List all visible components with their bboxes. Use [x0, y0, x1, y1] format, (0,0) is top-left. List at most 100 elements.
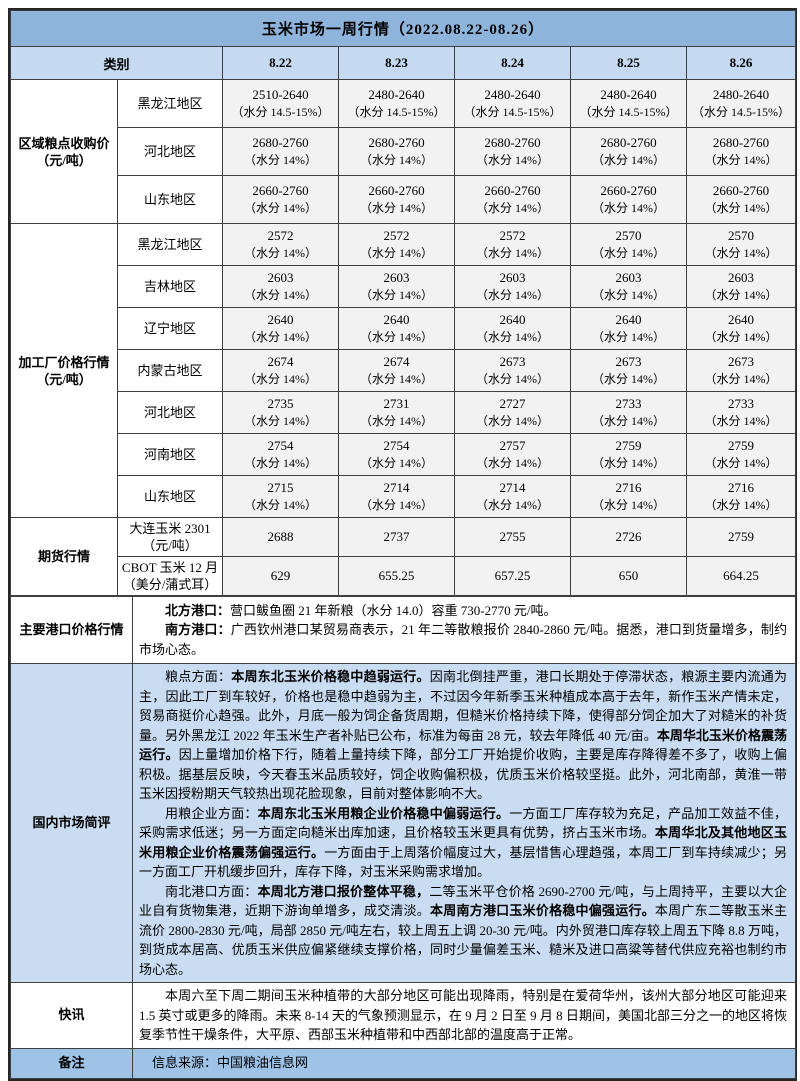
date-header-row: 类别 8.22 8.23 8.24 8.25 8.26	[10, 46, 797, 80]
region-label: 山东地区	[117, 475, 223, 518]
date-header: 8.26	[685, 46, 797, 80]
price-cell: 2735 （水分 14%）	[222, 391, 339, 434]
futures-price-cell: 655.25	[338, 556, 455, 596]
price-cell: 2714 （水分 14%）	[454, 475, 571, 518]
title-row: 玉米市场一周行情（2022.08.22-08.26）	[9, 10, 797, 47]
price-cell: 2480-2640 （水分 14.5-15%）	[570, 79, 687, 128]
price-cell: 2680-2760 （水分 14%）	[222, 127, 339, 176]
page: 玉米市场一周行情（2022.08.22-08.26） 类别 8.22 8.23 …	[8, 8, 797, 1081]
price-cell: 2759 （水分 14%）	[685, 433, 797, 476]
review-row: 国内市场简评 粮点方面：本周东北玉米价格稳中趋弱运行。因南北倒挂严重，港口长期处…	[10, 663, 796, 983]
price-cell: 2603 （水分 14%）	[454, 265, 571, 308]
price-cell: 2480-2640 （水分 14.5-15%）	[685, 79, 797, 128]
price-cell: 2603 （水分 14%）	[338, 265, 455, 308]
date-header: 8.23	[338, 46, 455, 80]
table-row: 河北地区 2735 （水分 14%） 2731 （水分 14%） 2727 （水分 1…	[11, 391, 797, 434]
table-row: 内蒙古地区 2674 （水分 14%） 2674 （水分 14%） 2673 （水分 …	[11, 349, 797, 392]
region-label: 黑龙江地区	[117, 79, 223, 128]
futures-contract-label: 大连玉米 2301 （元/吨）	[117, 517, 223, 557]
price-cell: 2640 （水分 14%）	[570, 307, 687, 350]
region-label: 河北地区	[117, 127, 223, 176]
futures-price-cell: 629	[222, 556, 339, 596]
region-label: 内蒙古地区	[117, 349, 223, 392]
price-cell: 2673 （水分 14%）	[685, 349, 797, 392]
price-cell: 2660-2760 （水分 14%）	[222, 175, 339, 224]
price-cell: 2754 （水分 14%）	[222, 433, 339, 476]
price-cell: 2673 （水分 14%）	[570, 349, 687, 392]
section-label-futures: 期货行情	[10, 517, 118, 596]
section-label-processing-price: 加工厂价格行情 （元/吨）	[10, 223, 118, 518]
region-label: 山东地区	[117, 175, 223, 224]
ports-paragraph-north: 北方港口：营口鲅鱼圈 21 年新粮（水分 14.0）容重 730-2770 元/…	[165, 602, 557, 618]
price-cell: 2603 （水分 14%）	[570, 265, 687, 308]
flash-row: 快讯 本周六至下周二期间玉米种植带的大部分地区可能出现降雨，特别是在爱荷华州，该…	[10, 982, 796, 1049]
price-cell: 2570 （水分 14%）	[685, 223, 797, 266]
futures-price-cell: 657.25	[454, 556, 571, 596]
futures-price-cell: 2759	[685, 517, 797, 557]
region-label: 河南地区	[117, 433, 223, 476]
futures-price-cell: 2688	[222, 517, 339, 557]
price-cell: 2673 （水分 14%）	[454, 349, 571, 392]
price-cell: 2680-2760 （水分 14%）	[454, 127, 571, 176]
section-label-flash: 快讯	[10, 982, 133, 1049]
price-cell: 2660-2760 （水分 14%）	[454, 175, 571, 224]
category-header: 类别	[10, 46, 223, 80]
price-cell: 2480-2640 （水分 14.5-15%）	[338, 79, 455, 128]
date-header: 8.25	[570, 46, 687, 80]
ports-row: 主要港口价格行情 北方港口：营口鲅鱼圈 21 年新粮（水分 14.0）容重 73…	[10, 596, 796, 664]
price-cell: 2680-2760 （水分 14%）	[338, 127, 455, 176]
region-label: 黑龙江地区	[117, 223, 223, 266]
flash-paragraph: 本周六至下周二期间玉米种植带的大部分地区可能出现降雨，特别是在爱荷华州，该州大部…	[139, 988, 787, 1042]
price-cell: 2714 （水分 14%）	[338, 475, 455, 518]
section-label-note: 备注	[10, 1047, 133, 1079]
price-cell: 2660-2760 （水分 14%）	[570, 175, 687, 224]
table-row: 河北地区 2680-2760 （水分 14%） 2680-2760 （水分 14%）…	[11, 127, 797, 176]
price-cell: 2727 （水分 14%）	[454, 391, 571, 434]
price-cell: 2603 （水分 14%）	[222, 265, 339, 308]
price-cell: 2680-2760 （水分 14%）	[685, 127, 797, 176]
price-cell: 2660-2760 （水分 14%）	[338, 175, 455, 224]
price-cell: 2660-2760 （水分 14%）	[685, 175, 797, 224]
futures-price-cell: 650	[570, 556, 687, 596]
price-cell: 2716 （水分 14%）	[685, 475, 797, 518]
commentary-table: 主要港口价格行情 北方港口：营口鲅鱼圈 21 年新粮（水分 14.0）容重 73…	[10, 596, 796, 1079]
price-cell: 2572 （水分 14%）	[454, 223, 571, 266]
price-cell: 2480-2640 （水分 14.5-15%）	[454, 79, 571, 128]
price-cell: 2674 （水分 14%）	[222, 349, 339, 392]
price-cell: 2759 （水分 14%）	[570, 433, 687, 476]
ports-content: 北方港口：营口鲅鱼圈 21 年新粮（水分 14.0）容重 730-2770 元/…	[132, 596, 796, 664]
futures-price-cell: 664.25	[685, 556, 797, 596]
price-cell: 2640 （水分 14%）	[454, 307, 571, 350]
price-cell: 2570 （水分 14%）	[570, 223, 687, 266]
table-row: 辽宁地区 2640 （水分 14%） 2640 （水分 14%） 2640 （水分 1…	[11, 307, 797, 350]
table-row: 河南地区 2754 （水分 14%） 2754 （水分 14%） 2757 （水分 1…	[11, 433, 797, 476]
price-table: 玉米市场一周行情（2022.08.22-08.26） 类别 8.22 8.23 …	[9, 10, 797, 596]
date-header: 8.24	[454, 46, 571, 80]
corn-market-report: 玉米市场一周行情（2022.08.22-08.26） 类别 8.22 8.23 …	[8, 8, 797, 1081]
price-cell: 2674 （水分 14%）	[338, 349, 455, 392]
price-cell: 2640 （水分 14%）	[685, 307, 797, 350]
flash-content: 本周六至下周二期间玉米种植带的大部分地区可能出现降雨，特别是在爱荷华州，该州大部…	[132, 982, 796, 1049]
price-cell: 2733 （水分 14%）	[685, 391, 797, 434]
table-row: 山东地区 2660-2760 （水分 14%） 2660-2760 （水分 14%）…	[11, 175, 797, 224]
region-label: 辽宁地区	[117, 307, 223, 350]
note-row: 备注 信息来源：中国粮油信息网	[10, 1047, 796, 1079]
futures-price-cell: 2755	[454, 517, 571, 557]
table-row: 区域粮点收购价 （元/吨） 黑龙江地区 2510-2640 （水分 14.5-15…	[10, 79, 797, 224]
price-cell: 2603 （水分 14%）	[685, 265, 797, 308]
table-row: CBOT 玉米 12 月 （美分/蒲式耳） 629 655.25 657.25 …	[11, 556, 797, 596]
section-label-review: 国内市场简评	[10, 663, 133, 983]
price-cell: 2716 （水分 14%）	[570, 475, 687, 518]
table-row: 加工厂价格行情 （元/吨） 黑龙江地区 2572 （水分 14%） 2572 （水分…	[10, 223, 797, 518]
price-cell: 2715 （水分 14%）	[222, 475, 339, 518]
table-row: 山东地区 2715 （水分 14%） 2714 （水分 14%） 2714 （水分 1…	[11, 475, 797, 518]
ports-paragraph-south: 南方港口：广西钦州港口某贸易商表示，21 年二等散粮报价 2840-2860 元…	[139, 622, 787, 657]
page-title: 玉米市场一周行情（2022.08.22-08.26）	[9, 10, 797, 47]
price-cell: 2680-2760 （水分 14%）	[570, 127, 687, 176]
section-label-regional-purchase: 区域粮点收购价 （元/吨）	[10, 79, 118, 224]
price-cell: 2572 （水分 14%）	[338, 223, 455, 266]
review-paragraph-grain-points: 粮点方面：本周东北玉米价格稳中趋弱运行。因南北倒挂严重，港口长期处于停滞状态，粮…	[139, 669, 787, 801]
futures-contract-label: CBOT 玉米 12 月 （美分/蒲式耳）	[117, 556, 223, 596]
price-cell: 2757 （水分 14%）	[454, 433, 571, 476]
futures-price-cell: 2737	[338, 517, 455, 557]
